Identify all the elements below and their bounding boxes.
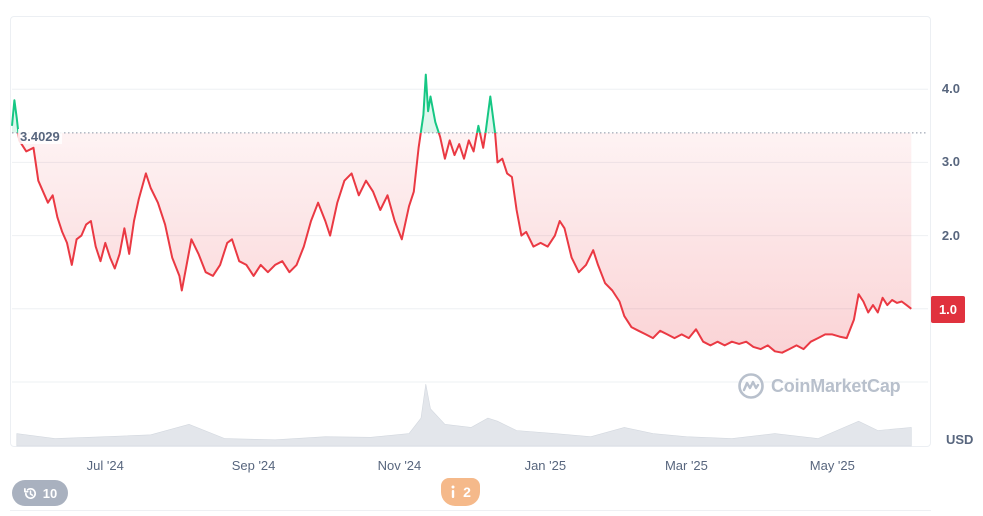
price-line-below-reference [17, 132, 912, 354]
y-tick-label: 4.0 [941, 81, 960, 97]
bottom-divider [10, 510, 931, 511]
x-tick-label: Jul '24 [86, 458, 124, 473]
x-tick-label: Nov '24 [377, 458, 422, 473]
current-price-badge: 1.0 [931, 295, 965, 323]
x-tick-label: Mar '25 [664, 458, 708, 473]
history-button[interactable]: 10 [12, 480, 68, 506]
reference-value-label: 3.4029 [18, 129, 62, 144]
info-events-button[interactable]: 2 [441, 478, 480, 506]
currency-label: USD [946, 432, 974, 447]
history-count: 10 [42, 485, 58, 501]
y-tick-label: 2.0 [941, 227, 960, 243]
watermark-text: CoinMarketCap [771, 375, 901, 396]
volume-area [16, 383, 912, 447]
info-icon [451, 485, 455, 498]
info-count: 2 [463, 484, 471, 500]
coinmarketcap-logo-icon [738, 373, 764, 399]
x-tick-label: Jan '25 [524, 458, 567, 473]
volume-mark [16, 383, 912, 447]
area-below-reference [18, 132, 912, 353]
y-tick-label: 3.0 [941, 154, 960, 170]
price-line [11, 73, 912, 354]
x-tick-label: May '25 [809, 458, 855, 473]
chart-frame [10, 16, 931, 447]
history-icon [23, 487, 36, 499]
price-area-fill [12, 74, 912, 353]
x-tick-label: Sep '24 [231, 458, 276, 473]
coinmarketcap-watermark: CoinMarketCap [737, 372, 901, 400]
